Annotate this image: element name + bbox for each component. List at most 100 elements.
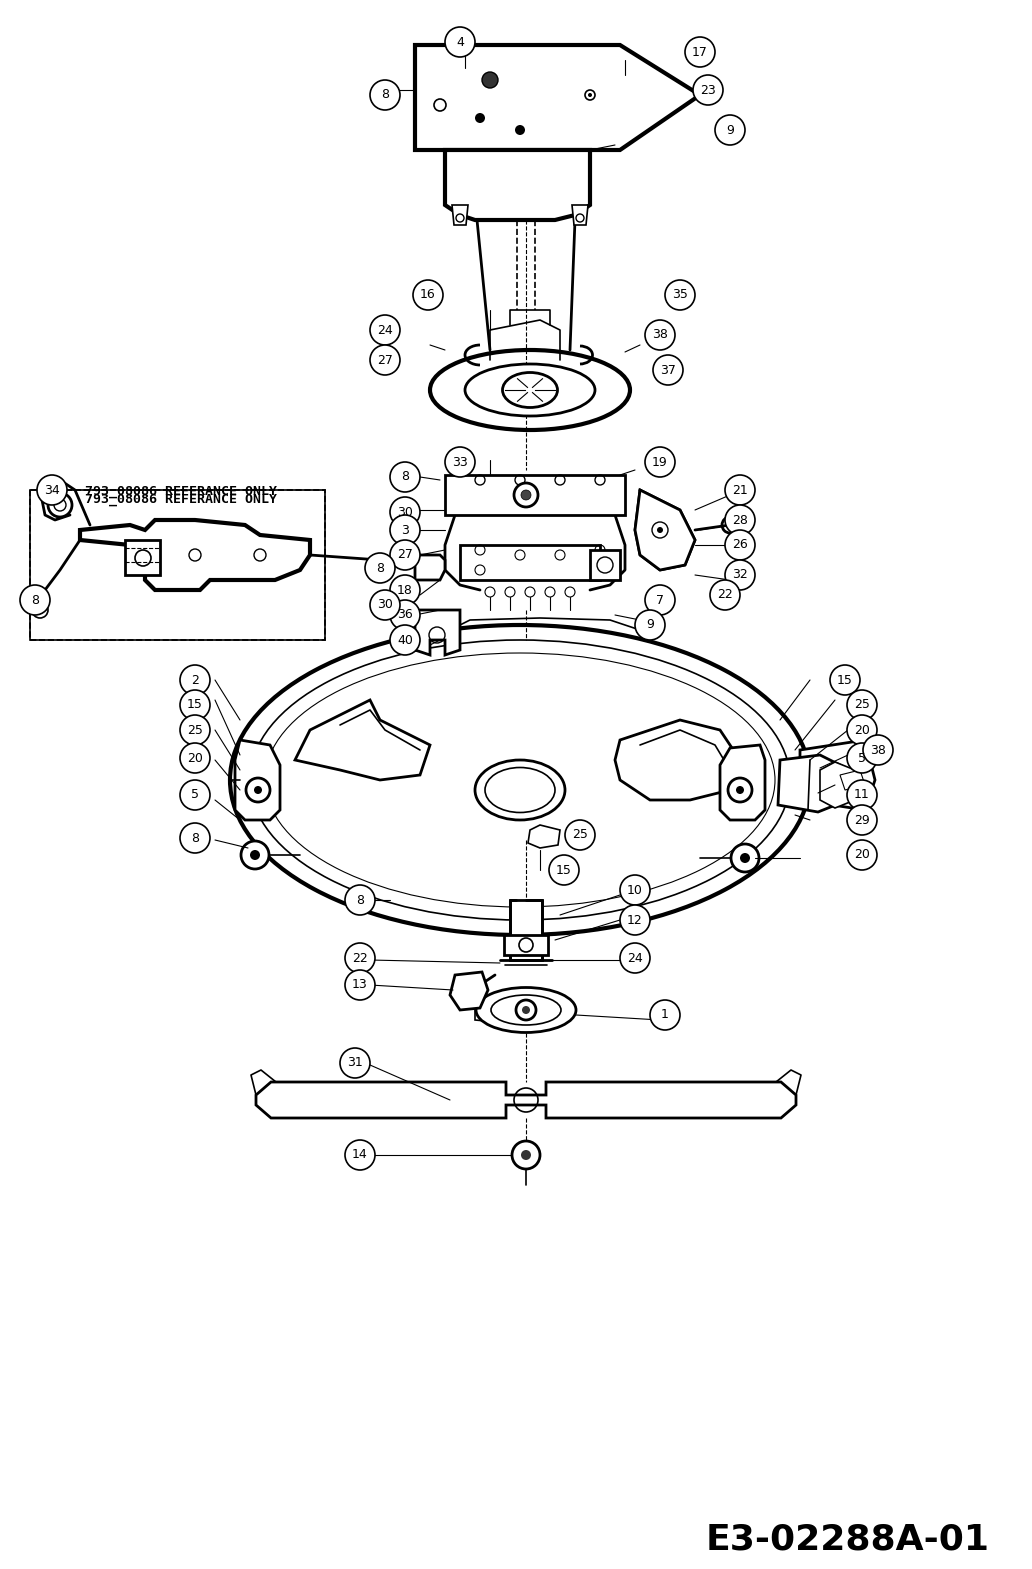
Polygon shape — [460, 544, 600, 581]
Polygon shape — [528, 825, 560, 847]
Text: 8: 8 — [191, 832, 199, 844]
Circle shape — [512, 1141, 540, 1169]
Circle shape — [710, 581, 740, 610]
Circle shape — [370, 345, 400, 375]
Text: 25: 25 — [572, 828, 588, 841]
Circle shape — [345, 970, 375, 999]
Text: 36: 36 — [397, 609, 413, 621]
Text: 13: 13 — [352, 979, 367, 992]
Polygon shape — [504, 935, 548, 956]
Polygon shape — [415, 555, 445, 581]
Circle shape — [847, 744, 877, 774]
Circle shape — [620, 876, 650, 905]
Text: 7: 7 — [656, 593, 664, 607]
Text: 10: 10 — [627, 883, 643, 896]
Circle shape — [370, 590, 400, 620]
Circle shape — [413, 279, 443, 311]
Circle shape — [740, 854, 750, 863]
Polygon shape — [445, 475, 625, 515]
Text: E3-02288A-01: E3-02288A-01 — [706, 1523, 990, 1556]
Circle shape — [653, 355, 683, 384]
Circle shape — [37, 475, 67, 505]
Text: 23: 23 — [700, 83, 716, 97]
Polygon shape — [778, 755, 850, 813]
Text: 14: 14 — [352, 1149, 367, 1161]
Polygon shape — [820, 763, 854, 808]
Text: 15: 15 — [556, 863, 572, 877]
Circle shape — [445, 447, 475, 477]
Circle shape — [516, 999, 536, 1020]
Circle shape — [390, 461, 420, 493]
Circle shape — [390, 497, 420, 527]
Text: 38: 38 — [652, 328, 668, 342]
Circle shape — [515, 126, 525, 135]
Text: 15: 15 — [187, 698, 203, 711]
Ellipse shape — [230, 624, 810, 935]
Text: 17: 17 — [692, 46, 708, 58]
Circle shape — [180, 744, 209, 774]
Circle shape — [725, 560, 755, 590]
Circle shape — [665, 279, 695, 311]
Text: 30: 30 — [377, 598, 393, 612]
Polygon shape — [840, 770, 865, 791]
Polygon shape — [415, 610, 460, 654]
Circle shape — [847, 715, 877, 745]
Polygon shape — [475, 998, 530, 1025]
Circle shape — [847, 780, 877, 810]
Circle shape — [736, 786, 744, 794]
Circle shape — [390, 574, 420, 606]
Circle shape — [847, 839, 877, 869]
Circle shape — [847, 805, 877, 835]
Circle shape — [588, 93, 592, 97]
Circle shape — [725, 530, 755, 560]
Circle shape — [180, 780, 209, 810]
Text: 27: 27 — [397, 549, 413, 562]
Text: 30: 30 — [397, 505, 413, 518]
Text: 8: 8 — [401, 471, 409, 483]
Polygon shape — [635, 490, 695, 570]
Text: 8: 8 — [376, 562, 384, 574]
Circle shape — [340, 1048, 370, 1078]
Text: 1: 1 — [662, 1009, 669, 1021]
Circle shape — [522, 1006, 530, 1014]
Circle shape — [830, 665, 860, 695]
Text: 12: 12 — [627, 913, 643, 927]
Ellipse shape — [475, 759, 565, 821]
Text: 24: 24 — [377, 323, 393, 336]
Circle shape — [370, 315, 400, 345]
Text: 34: 34 — [44, 483, 60, 496]
Text: 18: 18 — [397, 584, 413, 596]
Text: 38: 38 — [870, 744, 885, 756]
Text: 40: 40 — [397, 634, 413, 646]
Text: 8: 8 — [356, 893, 364, 907]
Circle shape — [482, 72, 498, 88]
Circle shape — [20, 585, 50, 615]
Polygon shape — [125, 540, 160, 574]
Circle shape — [345, 1141, 375, 1170]
Text: 25: 25 — [854, 698, 870, 711]
Polygon shape — [30, 490, 325, 640]
Circle shape — [180, 665, 209, 695]
Text: 28: 28 — [732, 513, 748, 527]
Text: 35: 35 — [672, 289, 688, 301]
Polygon shape — [256, 1083, 796, 1119]
Circle shape — [620, 905, 650, 935]
Polygon shape — [800, 741, 875, 810]
Ellipse shape — [465, 364, 595, 416]
Text: 5: 5 — [858, 752, 866, 764]
Circle shape — [390, 624, 420, 654]
Circle shape — [514, 483, 538, 507]
Circle shape — [725, 475, 755, 505]
Polygon shape — [235, 741, 280, 821]
Circle shape — [475, 113, 485, 122]
Text: 3: 3 — [401, 524, 409, 537]
Text: 2: 2 — [191, 673, 199, 687]
Text: 11: 11 — [854, 789, 870, 802]
Circle shape — [49, 493, 72, 518]
Circle shape — [565, 821, 595, 850]
Circle shape — [241, 841, 269, 869]
Polygon shape — [590, 551, 620, 581]
Text: 20: 20 — [187, 752, 203, 764]
Circle shape — [370, 80, 400, 110]
Text: 19: 19 — [652, 455, 668, 469]
